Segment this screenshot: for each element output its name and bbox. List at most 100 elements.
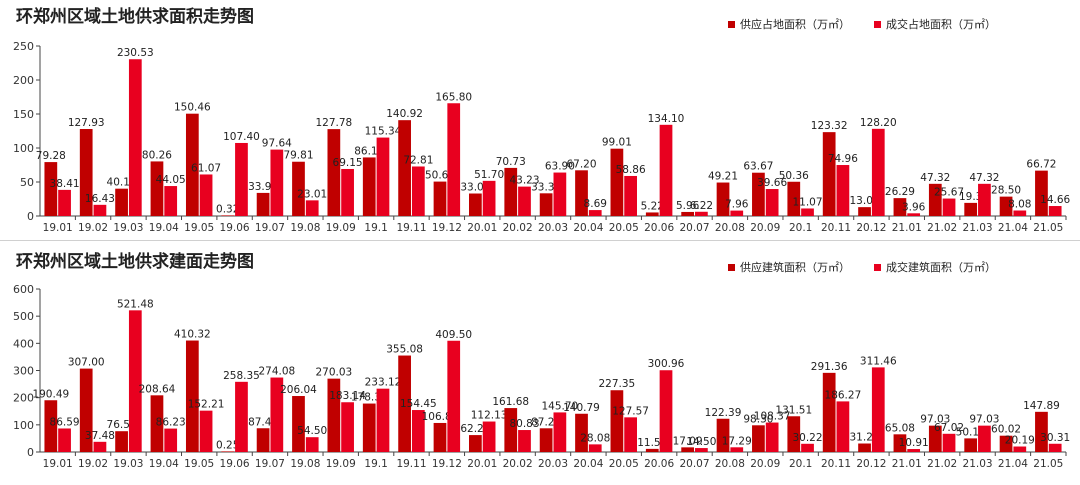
transaction-bar — [341, 402, 354, 452]
transaction-bar — [164, 186, 178, 216]
data-label: 112.13 — [471, 410, 508, 422]
supply-bar — [575, 170, 588, 216]
data-label: 190.49 — [32, 388, 69, 400]
transaction-bar — [164, 428, 178, 452]
y-tick-label: 600 — [13, 283, 34, 296]
data-label: 97.64 — [262, 138, 292, 150]
x-tick-label: 21.05 — [1033, 458, 1063, 470]
data-label: 67.02 — [934, 422, 964, 434]
legend-swatch — [728, 21, 735, 28]
transaction-bar — [447, 103, 461, 216]
data-label: 30.22 — [792, 432, 822, 444]
supply-bar — [928, 425, 942, 452]
data-label: 97.03 — [969, 414, 999, 426]
transaction-bar — [659, 124, 673, 216]
x-tick-label: 20.07 — [679, 458, 709, 470]
supply-bar — [539, 428, 553, 452]
data-label: 311.46 — [860, 355, 897, 367]
x-tick-label: 19.09 — [326, 222, 356, 234]
transaction-bar — [411, 410, 425, 452]
data-label: 233.12 — [365, 377, 402, 389]
supply-bar — [398, 120, 411, 216]
x-tick-label: 20.05 — [609, 222, 639, 234]
transaction-bar — [871, 367, 885, 452]
panel-divider — [0, 240, 1080, 241]
supply-bar — [150, 395, 164, 452]
x-tick-label: 19.07 — [255, 458, 285, 470]
y-tick-label: 150 — [13, 108, 34, 121]
x-tick-label: 19.1 — [364, 222, 387, 234]
transaction-bar — [518, 430, 531, 452]
x-tick-label: 20.02 — [503, 458, 533, 470]
y-tick-label: 0 — [27, 446, 34, 459]
y-tick-label: 200 — [13, 74, 34, 87]
data-label: 19.3 — [959, 191, 982, 203]
transaction-bar — [765, 422, 779, 452]
transaction-bar — [128, 310, 142, 452]
transaction-bar — [730, 447, 744, 452]
x-tick-label: 20.04 — [573, 458, 603, 470]
data-label: 152.21 — [188, 399, 225, 411]
data-label: 165.80 — [435, 91, 472, 103]
x-tick-label: 20.06 — [644, 222, 674, 234]
data-label: 14.50 — [686, 436, 716, 448]
supply-bar — [858, 443, 871, 452]
data-label: 355.08 — [386, 344, 423, 356]
transaction-bar — [1013, 210, 1027, 216]
x-tick-label: 20.09 — [750, 222, 780, 234]
chart-title: 环郑州区域土地供求建面走势图 — [16, 251, 254, 272]
transaction-bar — [482, 180, 496, 216]
data-label: 80.26 — [142, 149, 172, 161]
transaction-bar — [588, 210, 602, 216]
transaction-bar — [235, 381, 248, 452]
plot-area: 0 100 200 300 400 500 600 19.01 190.49 86.59 19.02… — [13, 283, 1070, 470]
data-label: 20.19 — [1005, 435, 1035, 447]
data-label: 123.32 — [811, 120, 848, 132]
x-tick-label: 21.03 — [963, 222, 993, 234]
x-tick-label: 19.03 — [113, 458, 143, 470]
supply-bar — [221, 451, 235, 452]
data-label: 44.05 — [156, 174, 186, 186]
transaction-bar — [411, 166, 425, 216]
data-label: 270.03 — [315, 367, 352, 379]
transaction-bar — [376, 137, 390, 216]
transaction-bar — [801, 443, 814, 452]
transaction-bar — [58, 189, 71, 216]
data-label: 67.20 — [566, 158, 596, 170]
transaction-bar — [93, 441, 107, 452]
data-label: 54.50 — [297, 425, 327, 437]
x-tick-label: 19.09 — [326, 458, 356, 470]
y-tick-label: 100 — [13, 142, 34, 155]
gfa-chart-svg: 环郑州区域土地供求建面走势图 供应建筑面积（万㎡） 成交建筑面积（万㎡） 0 100… — [13, 251, 1070, 470]
x-tick-label: 19.04 — [149, 458, 179, 470]
x-tick-label: 20.02 — [503, 222, 533, 234]
data-label: 16.43 — [85, 193, 115, 205]
supply-bar — [752, 172, 765, 216]
supply-bar — [964, 438, 978, 452]
x-tick-label: 19.08 — [290, 222, 320, 234]
supply-bar — [398, 355, 411, 452]
x-tick-label: 21.01 — [892, 222, 922, 234]
data-label: 134.10 — [648, 113, 685, 125]
transaction-bar — [553, 412, 567, 452]
data-label: 307.00 — [68, 357, 105, 369]
x-tick-label: 20.08 — [715, 222, 745, 234]
supply-bar — [327, 129, 341, 216]
transaction-bar — [199, 410, 213, 452]
data-label: 140.92 — [386, 108, 423, 120]
supply-bar — [610, 390, 624, 452]
data-label: 0.32 — [216, 203, 239, 215]
x-tick-label: 20.12 — [856, 222, 886, 234]
data-label: 63.90 — [545, 161, 575, 173]
data-label: 39.66 — [757, 177, 787, 189]
data-label: 183.14 — [329, 390, 366, 402]
data-label: 521.48 — [117, 298, 154, 310]
x-tick-label: 20.01 — [467, 222, 497, 234]
transaction-bar — [305, 200, 319, 216]
legend-swatch — [728, 264, 735, 271]
data-label: 0.25 — [216, 439, 239, 451]
x-tick-label: 21.03 — [963, 458, 993, 470]
supply-bar — [893, 434, 907, 452]
data-label: 28.50 — [991, 185, 1021, 197]
supply-bar — [1035, 170, 1048, 216]
